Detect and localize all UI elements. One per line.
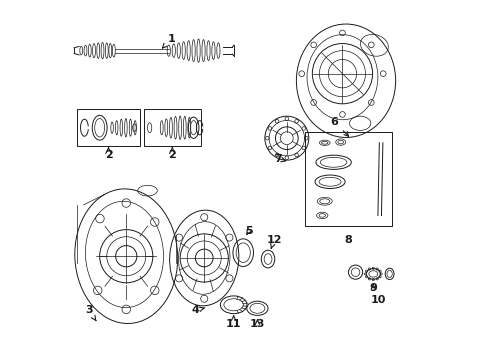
Text: 2: 2 [169, 150, 176, 160]
Text: 10: 10 [370, 295, 386, 305]
Text: 13: 13 [250, 319, 265, 329]
Text: 1: 1 [162, 34, 175, 48]
Text: 7: 7 [274, 154, 286, 164]
Text: 2: 2 [105, 150, 112, 160]
Text: 5: 5 [245, 226, 252, 237]
Bar [305, 132, 392, 226]
Text: 4: 4 [192, 305, 205, 315]
Text: 8: 8 [345, 235, 352, 245]
Text: 12: 12 [266, 235, 282, 248]
Bar [144, 109, 201, 146]
Text: 3: 3 [85, 305, 96, 321]
Text: 11: 11 [226, 315, 242, 329]
Bar [76, 109, 141, 146]
Text: 6: 6 [331, 117, 348, 136]
Text: 9: 9 [369, 283, 377, 293]
